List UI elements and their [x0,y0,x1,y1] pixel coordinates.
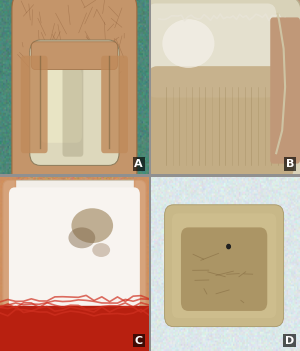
FancyBboxPatch shape [9,187,140,309]
FancyBboxPatch shape [181,227,267,311]
Ellipse shape [68,227,95,248]
Text: C: C [135,336,143,346]
FancyBboxPatch shape [40,68,82,143]
Bar [134,177,149,316]
Bar [0,177,15,316]
Ellipse shape [162,19,214,68]
FancyBboxPatch shape [30,40,119,165]
Text: B: B [286,159,294,169]
FancyBboxPatch shape [3,180,146,316]
FancyBboxPatch shape [165,205,284,327]
FancyBboxPatch shape [148,66,294,178]
FancyBboxPatch shape [21,56,48,153]
FancyBboxPatch shape [172,213,276,318]
FancyBboxPatch shape [12,0,137,192]
Text: A: A [134,159,143,169]
Ellipse shape [92,243,110,257]
FancyBboxPatch shape [31,42,118,69]
Ellipse shape [71,208,113,243]
FancyBboxPatch shape [147,4,276,98]
FancyBboxPatch shape [270,18,300,164]
Circle shape [227,244,230,249]
Bar [0,306,149,351]
Text: D: D [285,336,294,346]
Ellipse shape [162,203,244,307]
FancyBboxPatch shape [141,0,300,185]
FancyBboxPatch shape [62,54,83,157]
FancyBboxPatch shape [101,56,128,153]
